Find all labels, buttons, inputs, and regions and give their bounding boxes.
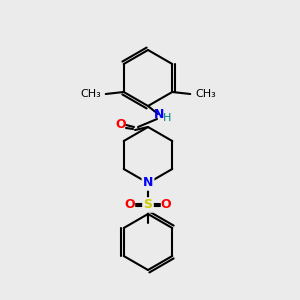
Text: CH₃: CH₃ [195, 89, 216, 99]
Text: S: S [143, 199, 152, 212]
Text: N: N [143, 176, 153, 190]
Text: CH₃: CH₃ [80, 89, 101, 99]
Text: N: N [154, 109, 164, 122]
Text: O: O [116, 118, 126, 131]
Text: O: O [125, 199, 135, 212]
Text: O: O [161, 199, 171, 212]
Text: H: H [163, 113, 171, 123]
